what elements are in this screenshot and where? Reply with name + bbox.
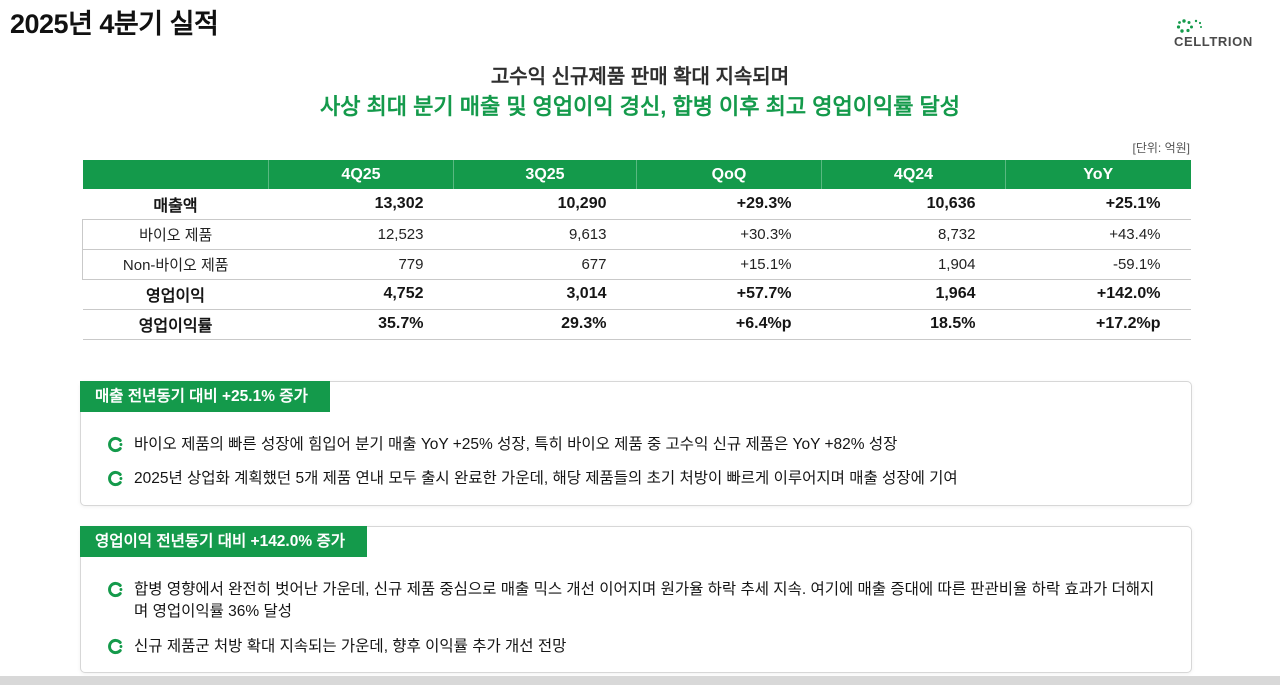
- table-cell: 1,964: [821, 279, 1006, 310]
- table-cell: 8,732: [821, 219, 1006, 250]
- revenue-bullets: 바이오 제품의 빠른 성장에 힘입어 분기 매출 YoY +25% 성장, 특히…: [81, 382, 1191, 505]
- bullet-item: 바이오 제품의 빠른 성장에 힘입어 분기 매출 YoY +25% 성장, 특히…: [107, 434, 1165, 456]
- table-header-row: 4Q25 3Q25 QoQ 4Q24 YoY: [82, 160, 1191, 189]
- row-label: 바이오 제품: [82, 219, 269, 250]
- table-row-operating-profit: 영업이익 4,752 3,014 +57.7% 1,964 +142.0%: [82, 279, 1191, 310]
- table-header-4q25: 4Q25: [268, 160, 454, 189]
- table-cell: +15.1%: [636, 249, 822, 280]
- bullet-item: 신규 제품군 처방 확대 지속되는 가운데, 향후 이익률 추가 개선 전망: [107, 636, 1165, 658]
- table-cell: +30.3%: [636, 219, 822, 250]
- table-header-empty: [82, 160, 269, 189]
- table-cell: +142.0%: [1005, 279, 1191, 310]
- table-row-bio-products: 바이오 제품 12,523 9,613 +30.3% 8,732 +43.4%: [82, 219, 1191, 250]
- bullet-text: 바이오 제품의 빠른 성장에 힘입어 분기 매출 YoY +25% 성장, 특히…: [134, 436, 898, 453]
- table-cell: 1,904: [821, 249, 1006, 280]
- operating-profit-section-badge: 영업이익 전년동기 대비 +142.0% 증가: [80, 526, 367, 558]
- table-cell: 779: [268, 249, 454, 280]
- row-label: 영업이익률: [82, 309, 269, 340]
- table-cell: 13,302: [268, 189, 454, 220]
- table-header-4q24: 4Q24: [821, 160, 1006, 189]
- table-header-yoy: YoY: [1005, 160, 1191, 189]
- operating-profit-bullets: 합병 영향에서 완전히 벗어난 가운데, 신규 제품 중심으로 매출 믹스 개선…: [81, 527, 1191, 672]
- table-cell: 35.7%: [268, 309, 454, 340]
- celltrion-mark-icon: [108, 638, 123, 654]
- revenue-section-badge: 매출 전년동기 대비 +25.1% 증가: [80, 381, 330, 413]
- table-cell: +17.2%p: [1005, 309, 1191, 340]
- table-cell: 18.5%: [821, 309, 1006, 340]
- table-cell: +25.1%: [1005, 189, 1191, 220]
- celltrion-mark-icon: [108, 471, 123, 487]
- page-title: 2025년 4분기 실적: [10, 9, 219, 39]
- subtitle-line2: 사상 최대 분기 매출 및 영업이익 경신, 합병 이후 최고 영업이익률 달성: [319, 94, 961, 119]
- table-cell: 4,752: [268, 279, 454, 310]
- bullet-item: 2025년 상업화 계획했던 5개 제품 연내 모두 출시 완료한 가운데, 해…: [107, 468, 1165, 490]
- table-header-3q25: 3Q25: [453, 160, 637, 189]
- table-cell: 10,636: [821, 189, 1006, 220]
- celltrion-mark-icon: [108, 581, 123, 598]
- table-cell: +57.7%: [636, 279, 822, 310]
- table-cell: 677: [453, 249, 637, 280]
- table-header-qoq: QoQ: [636, 160, 822, 189]
- table-row-revenue: 매출액 13,302 10,290 +29.3% 10,636 +25.1%: [82, 189, 1191, 220]
- table-cell: +29.3%: [636, 189, 822, 220]
- bullet-text: 합병 영향에서 완전히 벗어난 가운데, 신규 제품 중심으로 매출 믹스 개선…: [134, 581, 1155, 621]
- row-label: 영업이익: [82, 279, 269, 310]
- bottom-strip: [0, 676, 1280, 685]
- table-row-nonbio-products: Non-바이오 제품 779 677 +15.1% 1,904 -59.1%: [82, 249, 1191, 280]
- table-cell: +6.4%p: [636, 309, 822, 340]
- celltrion-wordmark: CELLTRION: [1174, 34, 1253, 49]
- operating-profit-highlight-box: 영업이익 전년동기 대비 +142.0% 증가 합병 영향에서 완전히 벗어난 …: [80, 526, 1192, 674]
- table-cell: 29.3%: [453, 309, 637, 340]
- celltrion-logo: CELLTRION: [1174, 18, 1266, 49]
- table-cell: -59.1%: [1005, 249, 1191, 280]
- subtitle-line1: 고수익 신규제품 판매 확대 지속되며: [490, 66, 790, 88]
- celltrion-dots-icon: [1176, 19, 1202, 33]
- revenue-highlight-box: 매출 전년동기 대비 +25.1% 증가 바이오 제품의 빠른 성장에 힘입어 …: [80, 381, 1192, 506]
- table-cell: +43.4%: [1005, 219, 1191, 250]
- table-cell: 3,014: [453, 279, 637, 310]
- table-cell: 10,290: [453, 189, 637, 220]
- results-table: 4Q25 3Q25 QoQ 4Q24 YoY 매출액 13,302 10,290…: [82, 160, 1191, 340]
- celltrion-mark-icon: [108, 436, 123, 453]
- table-cell: 12,523: [268, 219, 454, 250]
- row-label: 매출액: [82, 189, 269, 220]
- row-label: Non-바이오 제품: [82, 249, 269, 280]
- bullet-text: 2025년 상업화 계획했던 5개 제품 연내 모두 출시 완료한 가운데, 해…: [134, 470, 958, 488]
- table-row-operating-margin: 영업이익률 35.7% 29.3% +6.4%p 18.5% +17.2%p: [82, 309, 1191, 340]
- table-cell: 9,613: [453, 219, 637, 250]
- unit-note: [단위: 억원]: [1132, 141, 1191, 155]
- bullet-text: 신규 제품군 처방 확대 지속되는 가운데, 향후 이익률 추가 개선 전망: [134, 637, 567, 655]
- bullet-item: 합병 영향에서 완전히 벗어난 가운데, 신규 제품 중심으로 매출 믹스 개선…: [107, 579, 1165, 624]
